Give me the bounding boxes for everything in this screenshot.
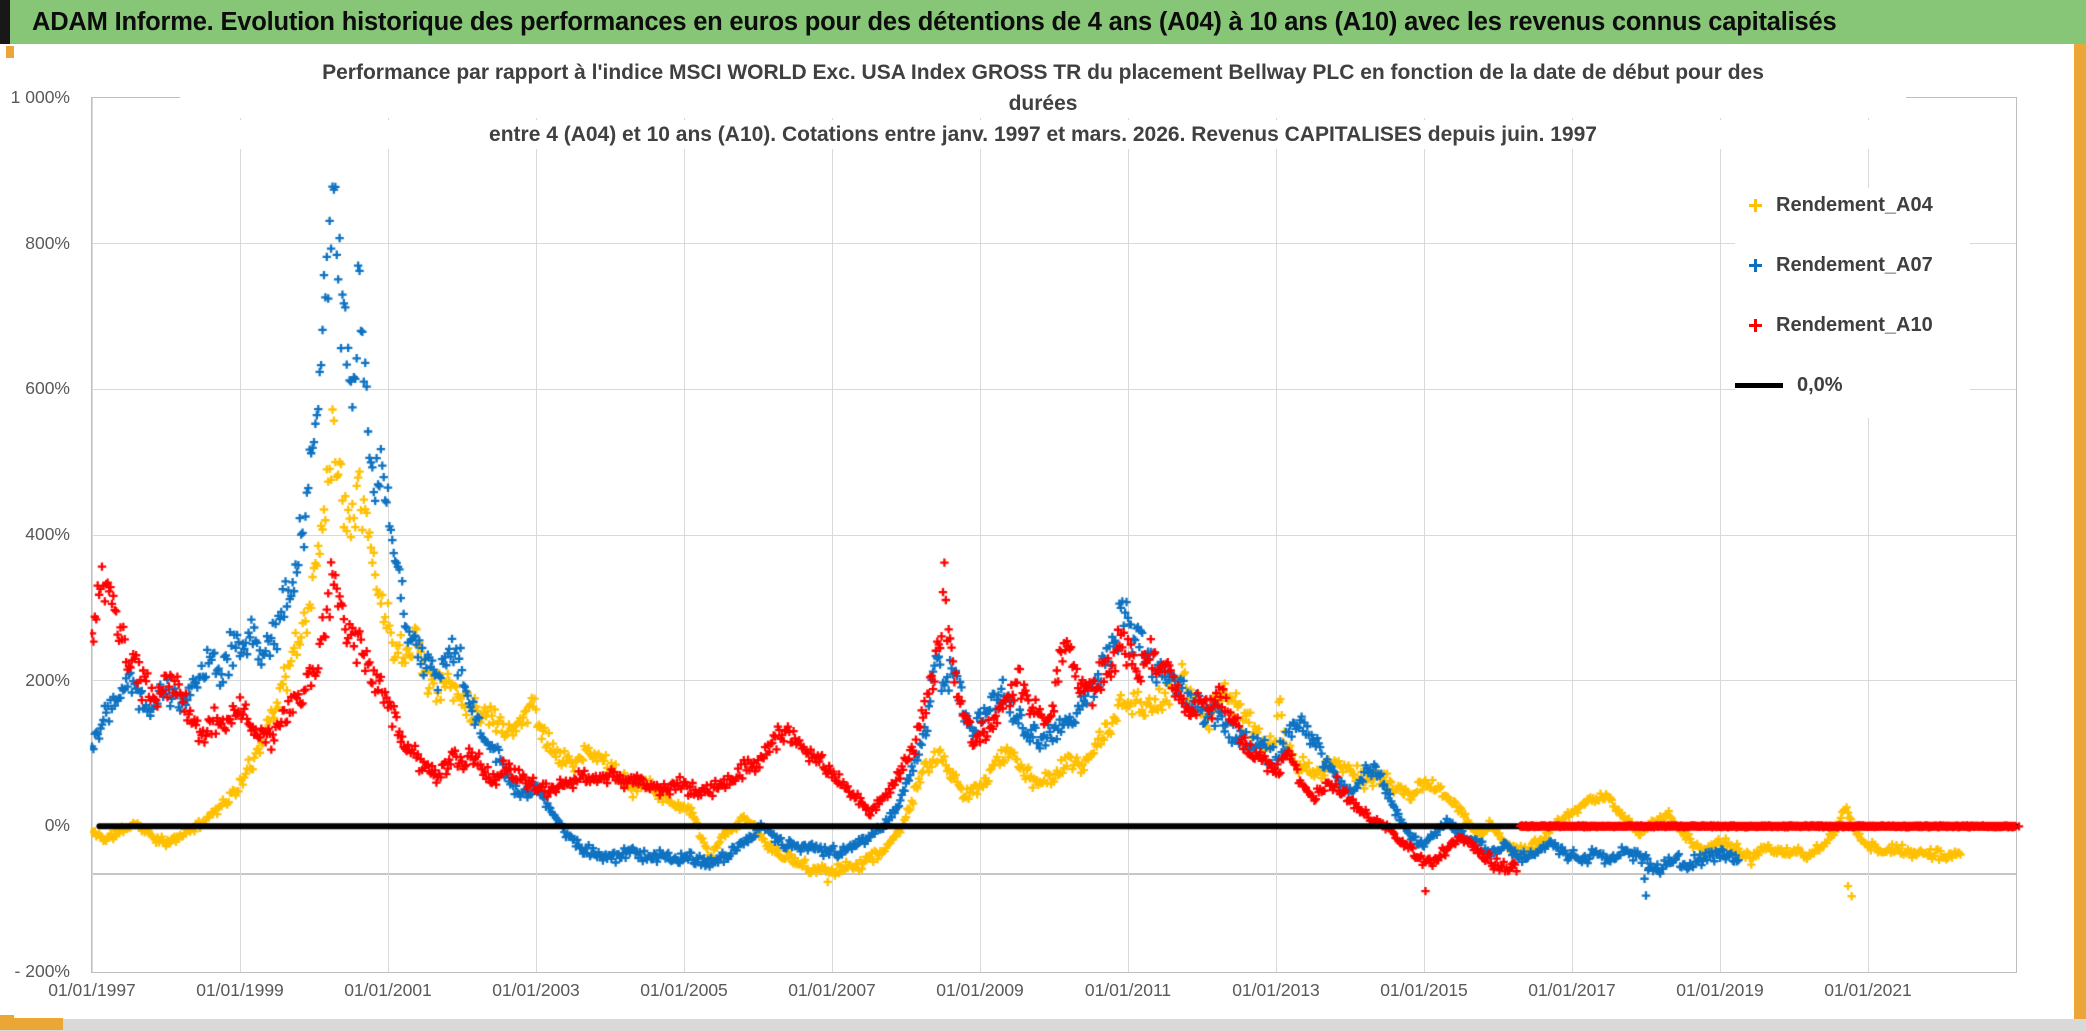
chart-legend: Rendement_A04 Rendement_A07 Rendement_A10 0… [1735, 188, 1970, 418]
plus-marker-icon [1749, 198, 1762, 212]
legend-label: Rendement_A07 [1776, 253, 1933, 276]
chart-title-line-3: entre 4 (A04) et 10 ans (A10). Cotations… [180, 120, 1906, 149]
legend-item-rendement-a10[interactable]: Rendement_A10 [1735, 310, 1933, 340]
plus-marker-icon [1749, 258, 1762, 272]
zero-line-swatch [1735, 382, 1783, 388]
legend-item-rendement-a07[interactable]: Rendement_A07 [1735, 250, 1933, 280]
legend-label: Rendement_A04 [1776, 193, 1933, 216]
legend-label: Rendement_A10 [1776, 313, 1933, 336]
legend-item-0-0-[interactable]: 0,0% [1735, 370, 1843, 400]
plus-marker-icon [1749, 318, 1762, 332]
chart-title-line-1: Performance par rapport à l'indice MSCI … [180, 58, 1906, 87]
legend-label: 0,0% [1797, 373, 1843, 396]
legend-item-rendement-a04[interactable]: Rendement_A04 [1735, 190, 1933, 220]
chart-title-line-2: durées [180, 89, 1906, 118]
